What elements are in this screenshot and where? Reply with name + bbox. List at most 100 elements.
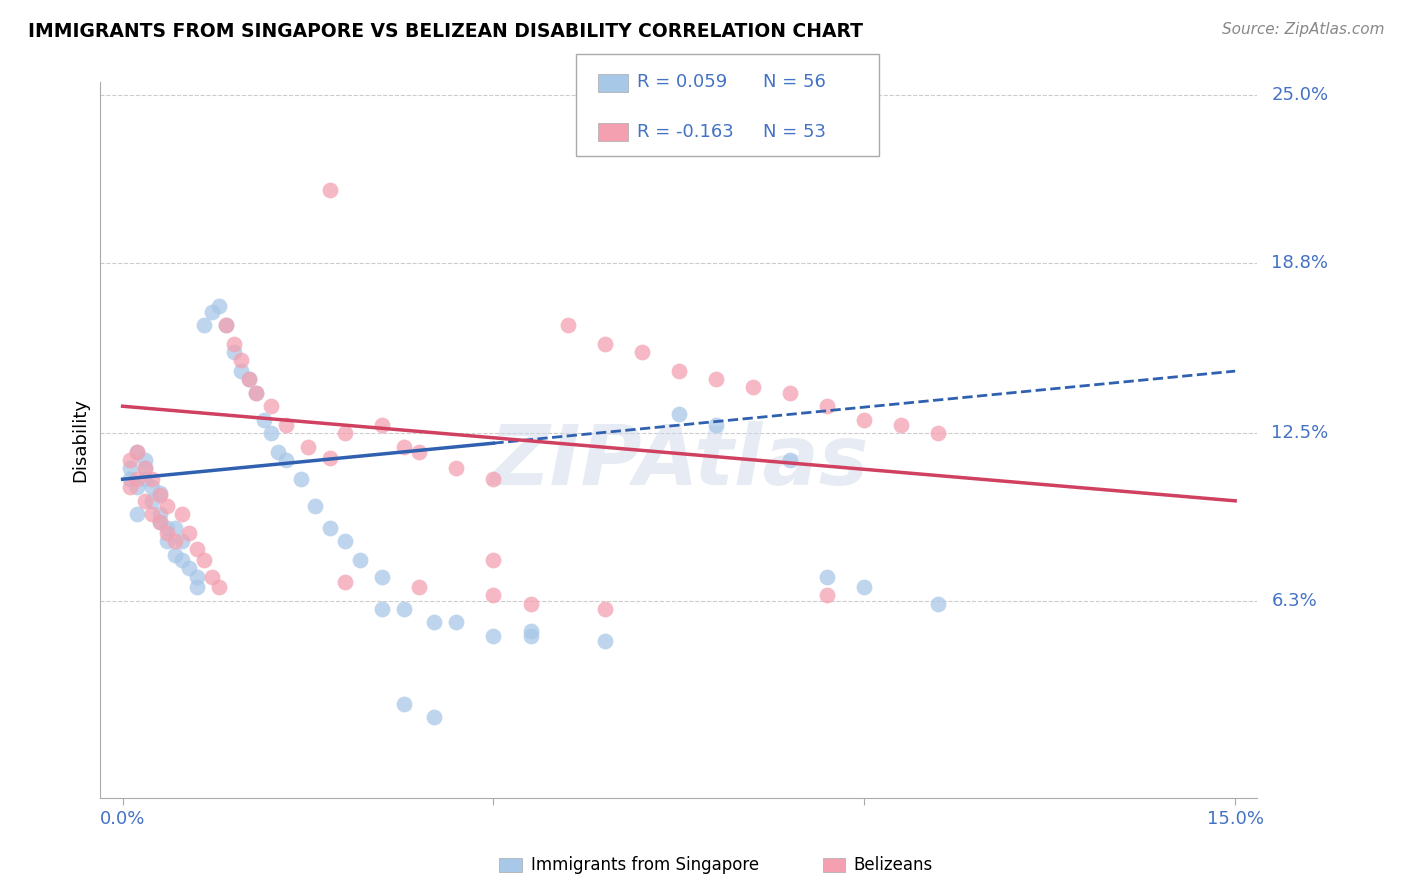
- Point: [319, 450, 342, 465]
- Point: [134, 453, 156, 467]
- Point: [127, 445, 149, 459]
- Point: [193, 318, 215, 333]
- Point: [297, 440, 319, 454]
- Text: 6.3%: 6.3%: [1271, 591, 1317, 610]
- Text: Belizeans: Belizeans: [853, 856, 932, 874]
- Point: [238, 372, 260, 386]
- Point: [118, 480, 141, 494]
- Point: [853, 413, 876, 427]
- Point: [252, 413, 274, 427]
- Point: [170, 534, 193, 549]
- Text: 25.0%: 25.0%: [1271, 87, 1329, 104]
- Point: [127, 472, 149, 486]
- Point: [815, 399, 838, 413]
- Text: 18.8%: 18.8%: [1271, 254, 1329, 272]
- Point: [394, 602, 416, 616]
- Point: [201, 569, 224, 583]
- Point: [267, 445, 290, 459]
- Point: [222, 345, 245, 359]
- Point: [231, 364, 253, 378]
- Point: [482, 589, 505, 603]
- Point: [371, 418, 394, 433]
- Point: [215, 318, 238, 333]
- Point: [704, 418, 727, 433]
- Point: [201, 304, 224, 318]
- Point: [156, 534, 179, 549]
- Text: N = 56: N = 56: [763, 73, 827, 91]
- Point: [134, 461, 156, 475]
- Point: [482, 472, 505, 486]
- Point: [333, 574, 356, 589]
- Point: [260, 399, 283, 413]
- Point: [149, 488, 172, 502]
- Point: [290, 472, 312, 486]
- Point: [742, 380, 765, 394]
- Point: [593, 602, 616, 616]
- Point: [349, 553, 371, 567]
- Point: [149, 485, 172, 500]
- Point: [519, 624, 541, 638]
- Point: [394, 697, 416, 711]
- Point: [668, 408, 690, 422]
- Point: [134, 461, 156, 475]
- Point: [260, 426, 283, 441]
- Point: [274, 453, 297, 467]
- Point: [779, 453, 801, 467]
- Point: [519, 629, 541, 643]
- Point: [423, 710, 446, 724]
- Point: [186, 580, 208, 594]
- Point: [134, 472, 156, 486]
- Point: [371, 602, 394, 616]
- Point: [149, 516, 172, 530]
- Point: [141, 508, 163, 522]
- Point: [704, 372, 727, 386]
- Point: [630, 345, 652, 359]
- Point: [163, 534, 186, 549]
- Point: [118, 461, 141, 475]
- Point: [193, 553, 215, 567]
- Point: [482, 629, 505, 643]
- Point: [668, 364, 690, 378]
- Point: [208, 580, 231, 594]
- Point: [927, 597, 949, 611]
- Point: [186, 542, 208, 557]
- Point: [149, 508, 172, 522]
- Point: [245, 385, 267, 400]
- Point: [141, 472, 163, 486]
- Point: [179, 561, 201, 575]
- Point: [519, 597, 541, 611]
- Point: [853, 580, 876, 594]
- Point: [170, 508, 193, 522]
- Point: [593, 634, 616, 648]
- Point: [423, 615, 446, 630]
- Point: [127, 445, 149, 459]
- Point: [394, 440, 416, 454]
- Point: [371, 569, 394, 583]
- Point: [890, 418, 912, 433]
- Point: [208, 299, 231, 313]
- Point: [245, 385, 267, 400]
- Point: [141, 480, 163, 494]
- Point: [163, 521, 186, 535]
- Point: [408, 580, 430, 594]
- Point: [127, 480, 149, 494]
- Point: [815, 589, 838, 603]
- Point: [127, 508, 149, 522]
- Point: [156, 521, 179, 535]
- Point: [170, 553, 193, 567]
- Point: [319, 183, 342, 197]
- Point: [815, 569, 838, 583]
- Point: [179, 526, 201, 541]
- Point: [408, 445, 430, 459]
- Point: [222, 337, 245, 351]
- Point: [118, 453, 141, 467]
- Point: [446, 615, 468, 630]
- Point: [319, 521, 342, 535]
- Point: [215, 318, 238, 333]
- Point: [927, 426, 949, 441]
- Text: N = 53: N = 53: [763, 123, 827, 141]
- Point: [779, 385, 801, 400]
- Point: [446, 461, 468, 475]
- Point: [156, 500, 179, 514]
- Point: [149, 516, 172, 530]
